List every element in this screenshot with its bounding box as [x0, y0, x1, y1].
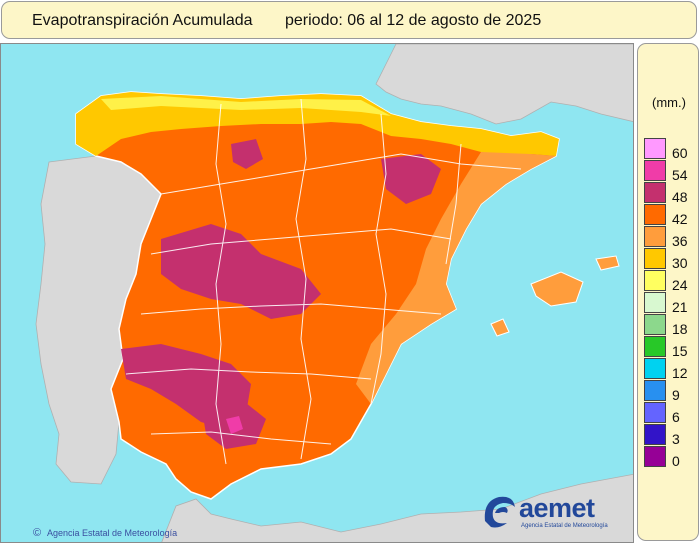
- legend-row: 54: [644, 160, 700, 183]
- legend-row: 42: [644, 204, 700, 227]
- legend-swatch: [644, 138, 666, 159]
- interior-high-ebro: [381, 154, 441, 204]
- legend-label: 36: [672, 233, 688, 249]
- logo-word: aemet: [519, 493, 595, 523]
- legend-row: 24: [644, 270, 700, 293]
- legend-swatch: [644, 182, 666, 203]
- legend-label: 3: [672, 431, 680, 447]
- legend-swatch: [644, 248, 666, 269]
- legend-row: 12: [644, 358, 700, 381]
- interior-peak: [226, 416, 243, 434]
- aemet-logo-icon: [484, 496, 515, 528]
- credit-text: Agencia Estatal de Meteorología: [47, 528, 178, 538]
- legend-swatch: [644, 226, 666, 247]
- legend-swatch: [644, 358, 666, 379]
- legend-label: 15: [672, 343, 688, 359]
- north-coast-light: [101, 96, 391, 116]
- aemet-logo: aemet Agencia Estatal de Meteorología: [481, 493, 611, 533]
- legend-unit: (mm.): [652, 95, 686, 110]
- legend-row: 6: [644, 402, 700, 425]
- africa-land: [161, 473, 633, 542]
- legend-swatch: [644, 402, 666, 423]
- legend-row: 3: [644, 424, 700, 447]
- legend-row: 30: [644, 248, 700, 271]
- legend-label: 48: [672, 189, 688, 205]
- province-borders: [125, 98, 522, 465]
- interior-high-north: [231, 139, 263, 169]
- legend-swatch: [644, 160, 666, 181]
- legend-swatch: [644, 446, 666, 467]
- legend-swatch: [644, 336, 666, 357]
- legend-label: 18: [672, 321, 688, 337]
- legend-row: 48: [644, 182, 700, 205]
- period-label: periodo: 06 al 12 de agosto de 2025: [285, 12, 542, 29]
- legend-row: 60: [644, 138, 700, 161]
- legend-row: 36: [644, 226, 700, 249]
- legend-label: 24: [672, 277, 688, 293]
- legend-swatch: [644, 314, 666, 335]
- legend-label: 54: [672, 167, 688, 183]
- north-coast-band: [76, 92, 559, 156]
- legend-label: 9: [672, 387, 680, 403]
- logo-subtitle: Agencia Estatal de Meteorología: [521, 523, 608, 529]
- map-frame: [0, 43, 634, 543]
- legend-label: 0: [672, 453, 680, 469]
- legend-swatch: [644, 292, 666, 313]
- legend-label: 42: [672, 211, 688, 227]
- legend-swatch: [644, 424, 666, 445]
- legend-row: 21: [644, 292, 700, 315]
- interior-high-central: [161, 224, 321, 319]
- legend-panel: (mm.) 60 54 48 42 36 30 24 21 18 15 12 9 6 3 0: [637, 43, 699, 541]
- iberia-map: [1, 44, 633, 542]
- legend-label: 60: [672, 145, 688, 161]
- legend-row: 15: [644, 336, 700, 359]
- legend-scale: 60 54 48 42 36 30 24 21 18 15 12 9 6 3 0: [644, 138, 700, 469]
- legend-swatch: [644, 204, 666, 225]
- menorca: [595, 255, 620, 271]
- legend-label: 30: [672, 255, 688, 271]
- legend-swatch: [644, 270, 666, 291]
- title-bar: Evapotranspiración Acumulada periodo: 06…: [1, 1, 697, 39]
- copyright-icon: ©: [33, 527, 42, 539]
- legend-row: 0: [644, 446, 700, 469]
- map-title: Evapotranspiración Acumulada: [32, 12, 253, 29]
- legend-label: 21: [672, 299, 688, 315]
- mallorca: [530, 271, 584, 307]
- legend-label: 12: [672, 365, 688, 381]
- legend-row: 18: [644, 314, 700, 337]
- france-land: [375, 44, 633, 125]
- legend-label: 6: [672, 409, 680, 425]
- legend-row: 9: [644, 380, 700, 403]
- ibiza: [490, 318, 510, 337]
- legend-swatch: [644, 380, 666, 401]
